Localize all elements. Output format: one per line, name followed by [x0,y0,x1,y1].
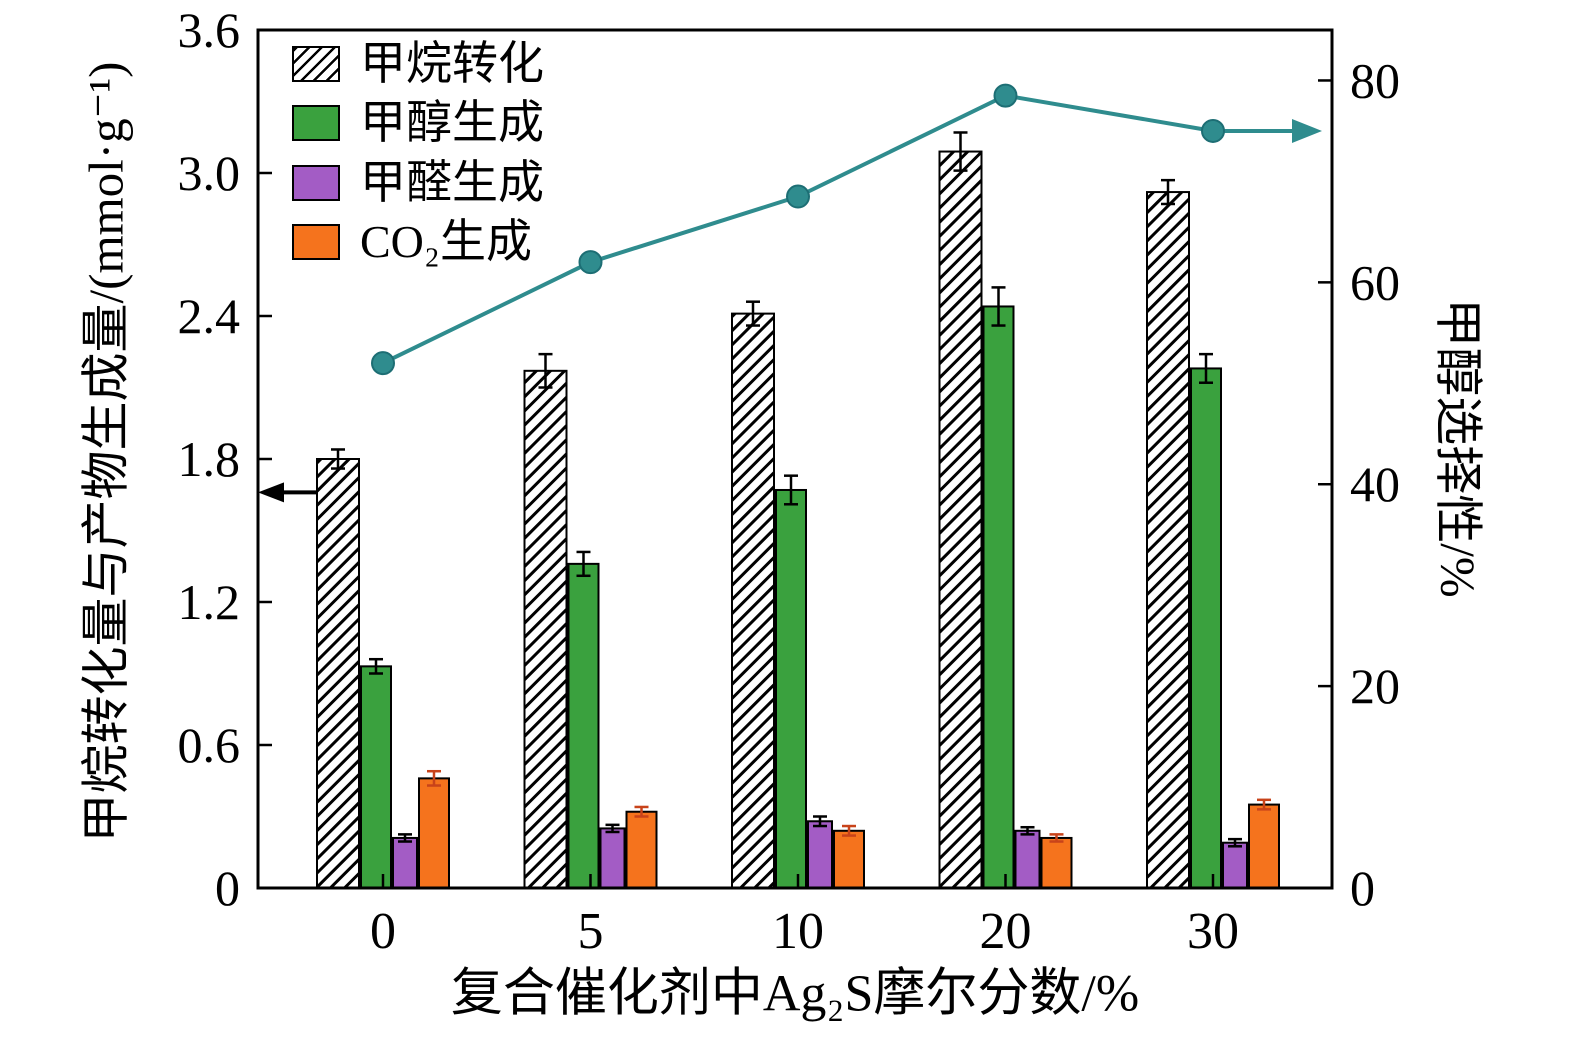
left-axis-arrow-head [258,482,284,503]
bar-series1-cat2 [775,488,807,889]
y-left-tick-label: 0.6 [178,717,241,773]
line-marker [1201,118,1225,143]
bar-series2-cat1 [599,827,626,890]
y-axis-label-right: 甲醇选择性/% [1430,298,1486,598]
bar-series2-cat0 [392,836,418,890]
y-right-tick-label: 80 [1350,52,1400,108]
bar-series1-cat1 [567,562,600,889]
chart-legend: 甲烷转化 甲醇生成 甲醛生成 CO₂生成 [292,38,544,267]
x-axis-label: 复合催化剂中Ag₂S摩尔分数/% [450,965,1140,1023]
legend-item-methanol-yield: 甲醇生成 [292,97,544,149]
legend-label: CO₂生成 [360,215,532,267]
y-left-tick-label: 3.0 [178,145,241,201]
bar-series2-cat3 [1014,829,1041,889]
bar-series2-cat4 [1222,841,1248,890]
bar-series1-cat0 [360,665,392,889]
bar-series1-cat4 [1190,367,1222,889]
x-tick-label: 10 [772,903,824,960]
legend-item-methane-conversion: 甲烷转化 [292,38,544,89]
bar-series3-cat2 [833,829,865,889]
y-left-tick-label: 1.8 [178,431,241,487]
bar-series3-cat1 [625,810,658,890]
legend-item-co2-yield: CO₂生成 [292,215,544,267]
line-marker [786,184,810,209]
legend-label: 甲醇生成 [360,97,544,149]
legend-label: 甲烷转化 [360,38,544,89]
line-marker [371,351,395,376]
bar-series0-cat3 [938,150,983,890]
y-axis-label-left: 甲烷转化量与产物生成量/(mmol·g⁻¹) [78,61,134,843]
bar-series2-cat2 [807,820,833,889]
right-axis-arrow-icon [1292,118,1322,143]
y-left-tick-label: 2.4 [178,288,241,344]
x-tick-label: 20 [980,903,1032,960]
x-tick-label: 5 [578,903,604,960]
y-right-tick-label: 60 [1350,254,1400,310]
bar-series3-cat0 [418,777,450,889]
legend-swatch-purple [292,164,340,201]
legend-swatch-orange [292,224,340,261]
bar-series0-cat0 [316,458,360,889]
x-tick-label: 30 [1187,903,1239,960]
bar-series3-cat4 [1248,803,1280,889]
line-marker [993,83,1018,108]
y-left-tick-label: 3.6 [178,2,241,58]
y-left-tick-label: 1.2 [178,574,241,630]
legend-swatch-green [292,105,340,142]
bar-series0-cat4 [1146,191,1190,890]
bar-series0-cat1 [523,369,568,890]
legend-label: 甲醛生成 [360,156,544,208]
bar-series1-cat3 [982,305,1015,889]
y-left-tick-label: 0 [215,860,240,916]
bar-series3-cat3 [1040,836,1073,890]
legend-item-formaldehyde-yield: 甲醛生成 [292,156,544,208]
bar-series0-cat2 [731,312,775,890]
y-right-tick-label: 40 [1350,456,1400,512]
y-right-tick-label: 0 [1350,860,1375,916]
legend-swatch-hatch [292,46,340,83]
x-tick-label: 0 [370,903,396,960]
y-right-tick-label: 20 [1350,658,1400,714]
line-marker [578,250,603,275]
selectivity-line [382,93,1294,365]
